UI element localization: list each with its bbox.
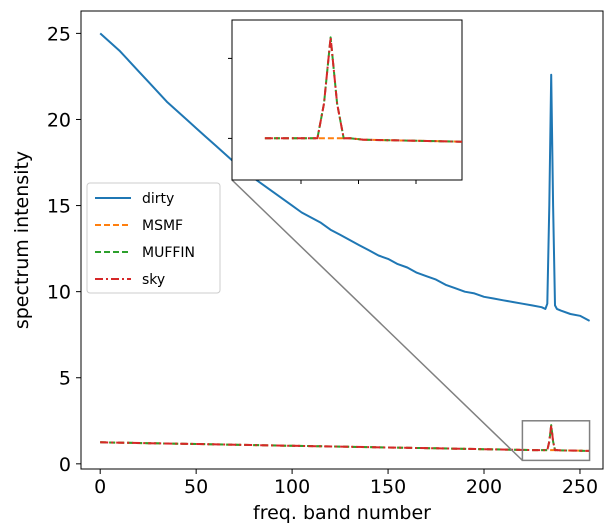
inset-series-line-sky <box>264 36 462 143</box>
y-tick-label: 15 <box>47 196 71 218</box>
x-tick-label: 250 <box>562 476 598 498</box>
y-axis-label: spectrum intensity <box>11 151 33 329</box>
x-tick-label: 150 <box>370 476 406 498</box>
y-ticks: 0 5 10 15 20 25 <box>47 23 81 476</box>
x-ticks: 0 50 100 150 200 250 <box>94 469 598 498</box>
x-tick-label: 200 <box>466 476 502 498</box>
legend-items: dirty MSMF MUFFIN sky <box>95 191 195 288</box>
zoom-region-box <box>521 420 591 462</box>
inset-ticks <box>228 57 417 184</box>
inset <box>228 19 463 184</box>
zoom-indicator <box>231 179 591 462</box>
y-tick-label: 25 <box>47 23 71 45</box>
y-tick-label: 0 <box>59 454 71 476</box>
legend: dirty MSMF MUFFIN sky <box>86 182 221 294</box>
inset-series-layer <box>264 36 462 143</box>
x-tick-label: 50 <box>184 476 208 498</box>
series-line-dirty <box>99 32 591 322</box>
y-tick-label: 10 <box>47 282 71 304</box>
zoom-connector-line <box>231 179 523 461</box>
x-axis-label: freq. band number <box>253 502 431 524</box>
legend-label-muffin: MUFFIN <box>142 245 195 261</box>
x-tick-label: 0 <box>94 476 106 498</box>
legend-box <box>86 182 221 294</box>
series-layer <box>99 32 591 452</box>
legend-label-sky: sky <box>142 272 165 288</box>
series-line-sky <box>100 424 590 452</box>
y-tick-label: 5 <box>59 368 71 390</box>
inset-frame <box>231 19 463 181</box>
legend-label-msmf: MSMF <box>142 218 183 234</box>
y-tick-label: 20 <box>47 109 71 131</box>
x-tick-label: 100 <box>274 476 310 498</box>
legend-label-dirty: dirty <box>142 191 174 207</box>
